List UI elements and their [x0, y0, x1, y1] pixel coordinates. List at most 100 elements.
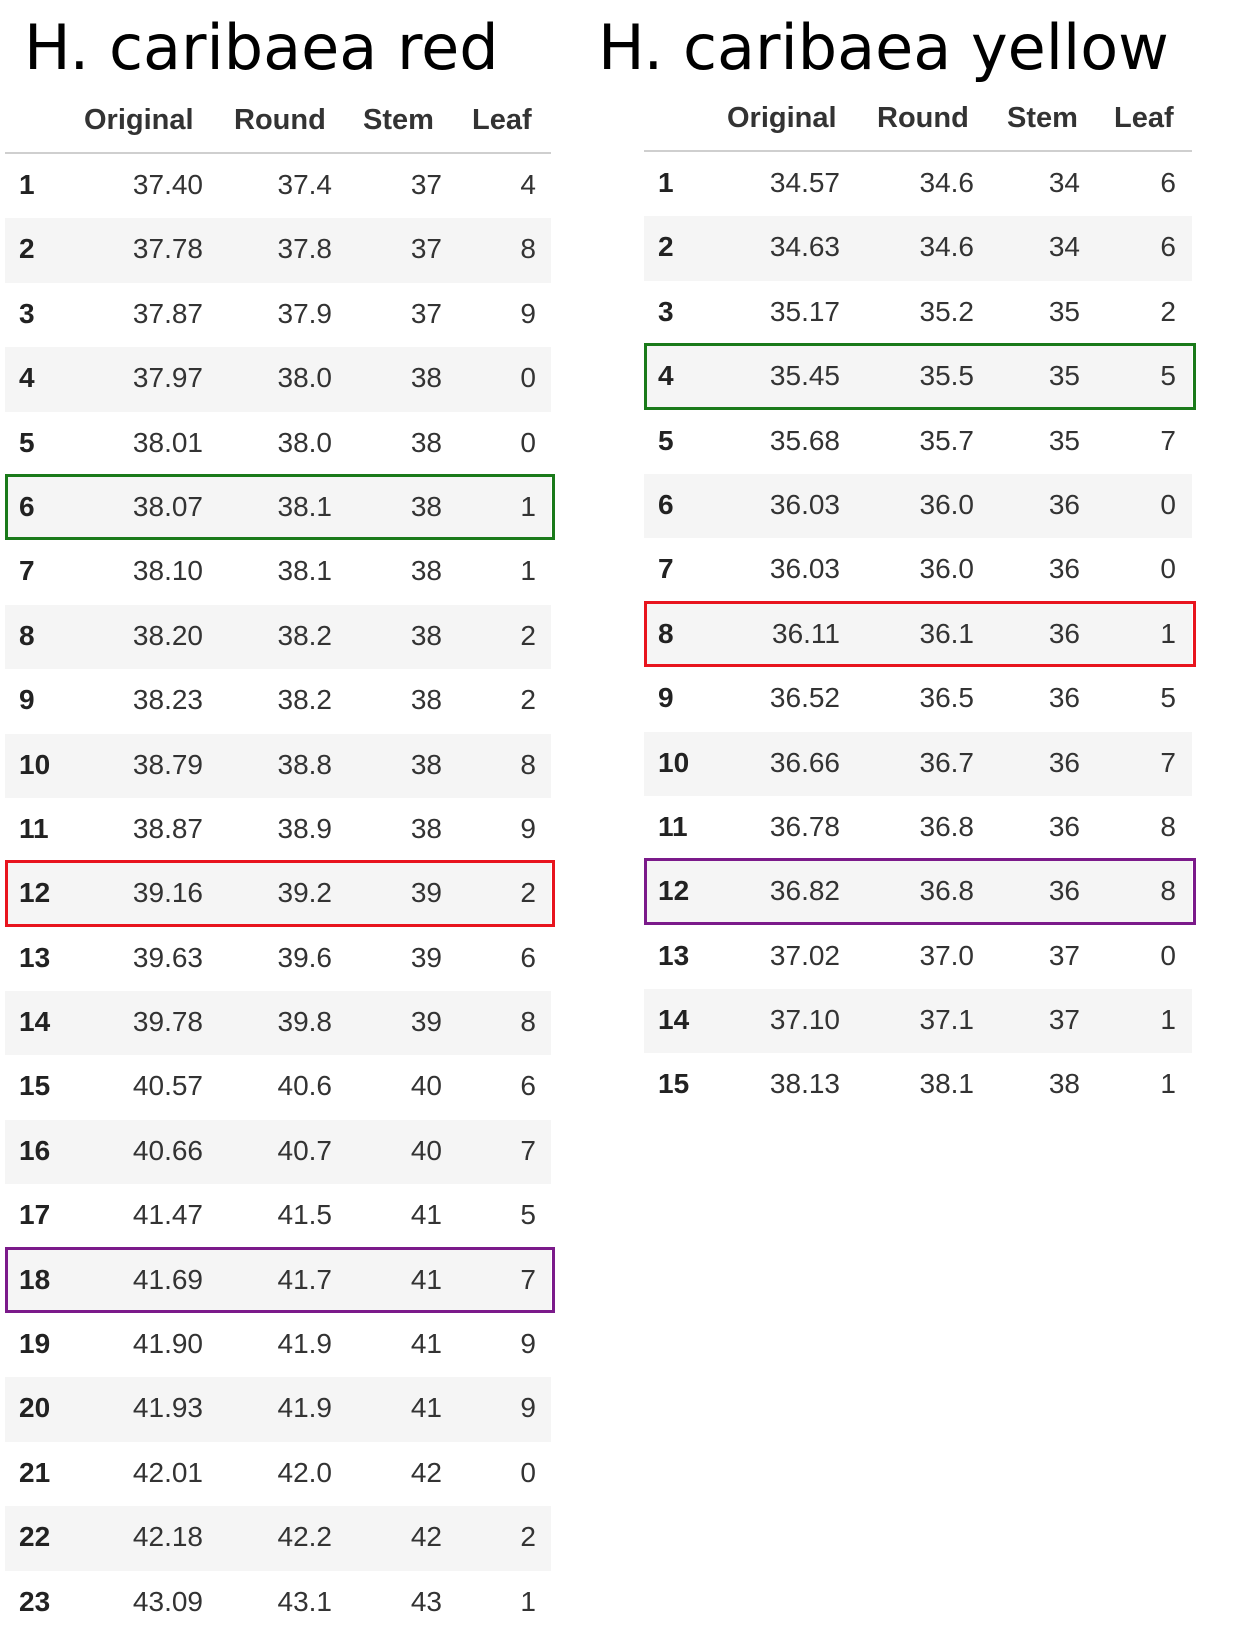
table-row: 3 37.87 37.9 37 9 [5, 283, 551, 347]
stem-value: 34 [1048, 231, 1080, 263]
round-value: 38.9 [277, 812, 333, 844]
red-data-table: Original Round Stem Leaf 1 37.40 37.4 37 4 2 3… [5, 86, 555, 1635]
row-index: 14 [658, 1004, 690, 1036]
table-row: 2 34.63 34.6 34 6 [644, 216, 1192, 281]
original-value: 38.23 [132, 684, 203, 716]
round-value: 37.1 [919, 1004, 975, 1036]
original-value: 43.09 [132, 1585, 203, 1617]
round-value: 36.8 [919, 875, 975, 907]
row-index: 15 [19, 1070, 51, 1102]
leaf-value: 1 [520, 490, 536, 522]
table-row: 22 42.18 42.2 42 2 [5, 1506, 551, 1571]
table-row: 1 34.57 34.6 34 6 [644, 152, 1192, 216]
round-value: 38.1 [919, 1068, 975, 1100]
stem-value: 42 [410, 1521, 442, 1553]
original-value: 37.97 [132, 362, 203, 394]
round-value: 38.0 [277, 362, 333, 394]
table-row: 6 38.07 38.1 38 1 [5, 475, 551, 541]
leaf-value: 0 [520, 1456, 536, 1488]
leaf-value: 2 [1160, 295, 1176, 327]
row-index: 13 [658, 939, 690, 971]
original-value: 39.78 [132, 1006, 203, 1038]
row-index: 8 [658, 617, 674, 649]
leaf-value: 6 [520, 1070, 536, 1102]
header-leaf: Leaf [1114, 102, 1174, 134]
leaf-value: 7 [1160, 424, 1176, 456]
row-index: 19 [19, 1328, 51, 1360]
table-row: 12 39.16 39.2 39 2 [5, 862, 551, 927]
round-value: 36.1 [919, 617, 975, 649]
table-row: 20 41.93 41.9 41 9 [5, 1377, 551, 1442]
stem-value: 38 [410, 619, 442, 651]
original-value: 37.87 [132, 297, 203, 329]
original-value: 41.69 [132, 1263, 203, 1295]
leaf-value: 9 [520, 297, 536, 329]
leaf-value: 9 [520, 1392, 536, 1424]
original-value: 36.66 [769, 746, 840, 778]
leaf-value: 5 [1160, 360, 1176, 392]
round-value: 41.9 [277, 1328, 333, 1360]
round-value: 37.9 [277, 297, 333, 329]
stem-value: 36 [1048, 682, 1080, 714]
header-original: Original [84, 104, 194, 136]
row-index: 17 [19, 1199, 51, 1231]
original-value: 36.82 [769, 875, 840, 907]
row-index: 2 [658, 231, 674, 263]
table-row: 11 36.78 36.8 36 8 [644, 796, 1192, 860]
original-value: 38.10 [132, 555, 203, 587]
table-row: 14 39.78 39.8 39 8 [5, 991, 551, 1056]
stem-value: 35 [1048, 360, 1080, 392]
round-value: 37.8 [277, 233, 333, 265]
stem-value: 39 [410, 877, 442, 909]
table-row: 9 36.52 36.5 36 5 [644, 667, 1192, 731]
original-value: 37.40 [132, 169, 203, 200]
table-row: 8 36.11 36.1 36 1 [644, 602, 1192, 668]
row-index: 7 [19, 555, 35, 587]
header-original: Original [727, 102, 837, 134]
leaf-value: 6 [1160, 231, 1176, 263]
round-value: 38.2 [277, 684, 333, 716]
round-value: 36.7 [919, 746, 975, 778]
table-row: 11 38.87 38.9 38 9 [5, 798, 551, 862]
original-value: 36.03 [769, 488, 840, 520]
table-row: 8 38.20 38.2 38 2 [5, 604, 551, 670]
round-value: 39.2 [277, 877, 333, 909]
round-value: 38.8 [277, 748, 333, 780]
row-index: 1 [658, 167, 674, 198]
row-index: 12 [658, 875, 690, 907]
stem-value: 42 [410, 1456, 442, 1488]
yellow-data-table: Original Round Stem Leaf 1 34.57 34.6 3 4 6 2 3… [644, 84, 1196, 1118]
row-index: 4 [658, 360, 674, 392]
original-value: 34.57 [769, 167, 840, 198]
original-value: 37.78 [132, 233, 203, 265]
stem-value: 35 [1048, 295, 1080, 327]
red-table-title: H. caribaea red [24, 11, 499, 84]
stem-value: 37 [410, 233, 442, 265]
row-index: 11 [658, 810, 688, 842]
stem-value: 37 [1048, 939, 1080, 971]
row-index: 8 [19, 619, 35, 651]
leaf-value: 7 [1160, 746, 1176, 778]
table-header: Original Round Stem Leaf [644, 84, 1192, 152]
header-round: Round [234, 104, 326, 136]
leaf-value: 7 [520, 1134, 536, 1166]
row-index: 13 [19, 941, 51, 973]
table-row: 5 38.01 38.0 38 0 [5, 412, 551, 476]
original-value: 35.68 [769, 424, 840, 456]
header-leaf: Leaf [472, 104, 532, 136]
original-value: 38.79 [132, 748, 203, 780]
round-value: 40.6 [277, 1070, 333, 1102]
leaf-value: 9 [520, 1328, 536, 1360]
original-value: 38.13 [769, 1068, 840, 1100]
original-value: 36.52 [769, 682, 840, 714]
table-row: 23 43.09 43.1 43 1 [5, 1571, 551, 1635]
round-value: 38.1 [277, 490, 333, 522]
table-row: 14 37.10 37.1 37 1 [644, 989, 1192, 1054]
table-row: 10 38.79 38.8 38 8 [5, 733, 551, 798]
original-value: 34.63 [769, 231, 840, 263]
table-row: 4 37.97 38.0 38 0 [5, 347, 551, 412]
stem-value: 36 [1048, 553, 1080, 585]
stem-value: 37 [410, 169, 442, 200]
table-row: 21 42.01 42.0 42 0 [5, 1442, 551, 1506]
row-index: 12 [19, 877, 51, 909]
